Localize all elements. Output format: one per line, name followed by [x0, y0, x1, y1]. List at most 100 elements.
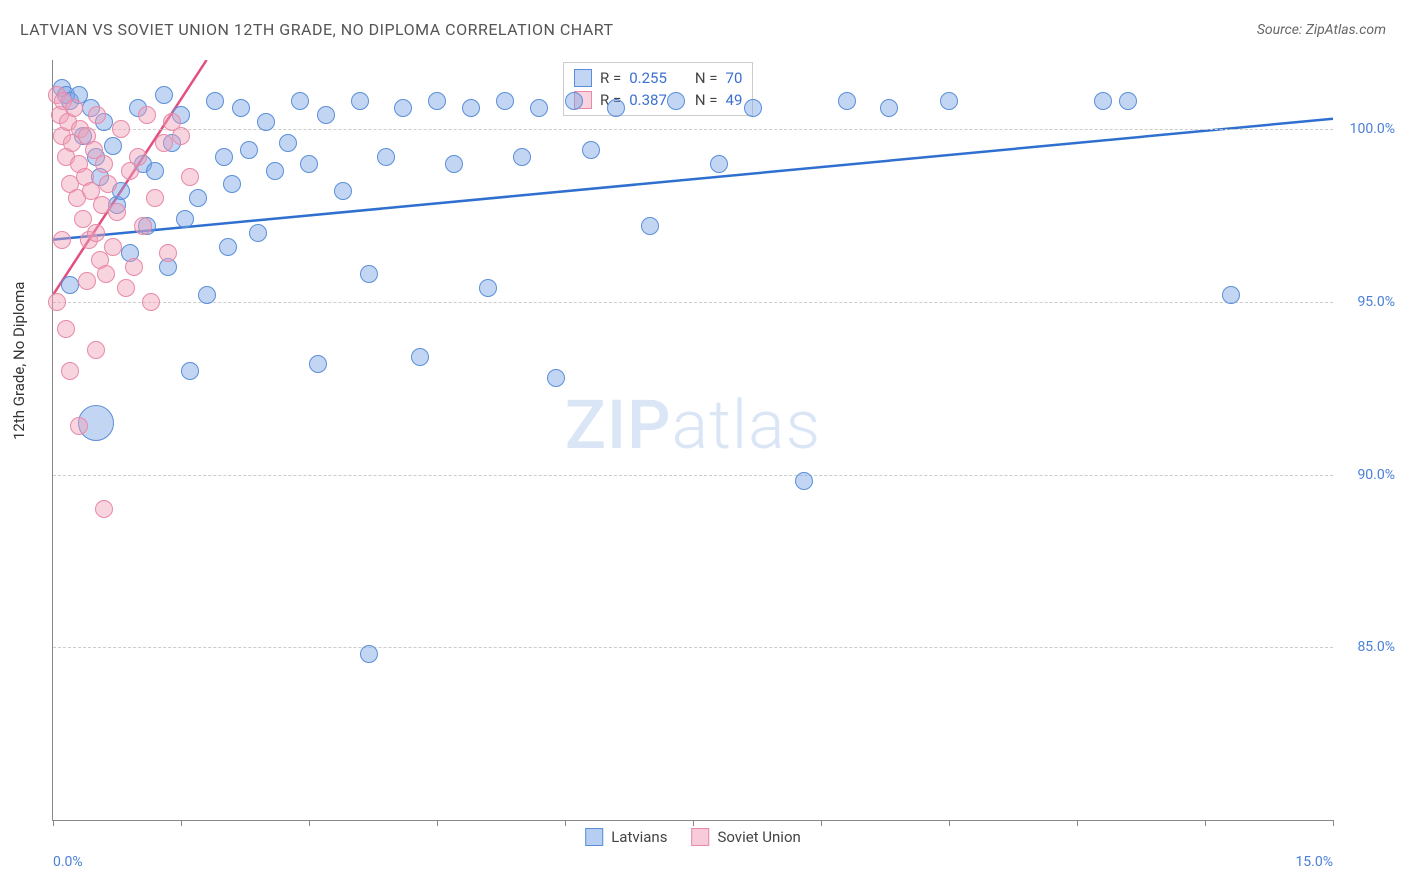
stats-row: R = 0.255 N = 70 [574, 67, 742, 89]
scatter-point [146, 162, 164, 180]
correlation-stats-box: R = 0.255 N = 70R = 0.387 N = 49 [563, 62, 753, 116]
scatter-point [266, 162, 284, 180]
scatter-point [61, 362, 79, 380]
scatter-point [411, 348, 429, 366]
scatter-point [795, 472, 813, 490]
scatter-point [360, 265, 378, 283]
scatter-point [240, 141, 258, 159]
trend-line [53, 119, 1333, 240]
scatter-point [1222, 286, 1240, 304]
scatter-point [70, 417, 88, 435]
scatter-point [279, 134, 297, 152]
stats-r-label: R = [600, 69, 621, 87]
scatter-point [189, 189, 207, 207]
scatter-point [232, 99, 250, 117]
scatter-point [129, 148, 147, 166]
scatter-point [547, 369, 565, 387]
scatter-point [53, 231, 71, 249]
scatter-point [582, 141, 600, 159]
chart-plot-area: ZIPatlas R =0.255N =70R =0.387N =49 Latv… [52, 60, 1333, 821]
scatter-point [88, 106, 106, 124]
x-tick [1333, 820, 1334, 826]
trend-lines-svg [53, 60, 1333, 820]
scatter-point [249, 224, 267, 242]
y-axis-label: 12th Grade, No Diploma [10, 282, 28, 440]
scatter-point [428, 92, 446, 110]
scatter-point [108, 203, 126, 221]
scatter-point [300, 155, 318, 173]
watermark-bold: ZIP [565, 385, 672, 465]
scatter-point [513, 148, 531, 166]
stats-n-value: 49 [726, 91, 743, 109]
scatter-point [159, 244, 177, 262]
stats-swatch [574, 69, 592, 87]
scatter-point [172, 127, 190, 145]
scatter-point [176, 210, 194, 228]
scatter-point [445, 155, 463, 173]
legend-label: Latvians [611, 828, 667, 846]
legend-swatch [585, 828, 603, 846]
scatter-point [112, 120, 130, 138]
watermark-light: atlas [672, 385, 822, 465]
stats-r-value: 0.387 [629, 91, 667, 109]
x-tick [949, 820, 950, 826]
scatter-point [317, 106, 335, 124]
scatter-point [394, 99, 412, 117]
y-tick-label: 90.0% [1340, 467, 1395, 483]
scatter-point [462, 99, 480, 117]
scatter-point [138, 106, 156, 124]
gridline [53, 647, 1333, 648]
scatter-point [142, 293, 160, 311]
scatter-point [104, 238, 122, 256]
scatter-point [155, 134, 173, 152]
scatter-point [641, 217, 659, 235]
scatter-point [479, 279, 497, 297]
scatter-point [351, 92, 369, 110]
x-tick [53, 820, 54, 826]
series-legend: Latvians Soviet Union [585, 828, 801, 846]
scatter-point [181, 362, 199, 380]
scatter-point [65, 99, 83, 117]
legend-swatch [691, 828, 709, 846]
scatter-point [360, 645, 378, 663]
chart-title: LATVIAN VS SOVIET UNION 12TH GRADE, NO D… [20, 20, 614, 39]
scatter-point [125, 258, 143, 276]
scatter-point [1094, 92, 1112, 110]
scatter-point [838, 92, 856, 110]
scatter-point [155, 86, 173, 104]
x-tick-label: 0.0% [53, 854, 83, 870]
scatter-point [78, 272, 96, 290]
gridline [53, 475, 1333, 476]
scatter-point [880, 99, 898, 117]
scatter-point [95, 155, 113, 173]
y-tick-label: 100.0% [1340, 121, 1395, 137]
watermark: ZIPatlas [565, 385, 821, 465]
scatter-point [87, 224, 105, 242]
y-tick-label: 95.0% [1340, 294, 1395, 310]
stats-n-value: 70 [726, 69, 743, 87]
stats-r-value: 0.255 [629, 69, 667, 87]
scatter-point [496, 92, 514, 110]
scatter-point [87, 341, 105, 359]
gridline [53, 302, 1333, 303]
scatter-point [146, 189, 164, 207]
scatter-point [206, 92, 224, 110]
legend-item: Latvians [585, 828, 667, 846]
scatter-point [215, 148, 233, 166]
x-tick [309, 820, 310, 826]
x-tick [565, 820, 566, 826]
gridline [53, 129, 1333, 130]
scatter-point [104, 137, 122, 155]
x-tick [1205, 820, 1206, 826]
scatter-point [57, 320, 75, 338]
stats-n-label: N = [695, 69, 718, 87]
scatter-point [710, 155, 728, 173]
legend-label: Soviet Union [717, 828, 800, 846]
scatter-point [530, 99, 548, 117]
scatter-point [744, 99, 762, 117]
scatter-point [334, 182, 352, 200]
scatter-point [565, 92, 583, 110]
scatter-point [117, 279, 135, 297]
scatter-point [99, 175, 117, 193]
scatter-point [134, 217, 152, 235]
